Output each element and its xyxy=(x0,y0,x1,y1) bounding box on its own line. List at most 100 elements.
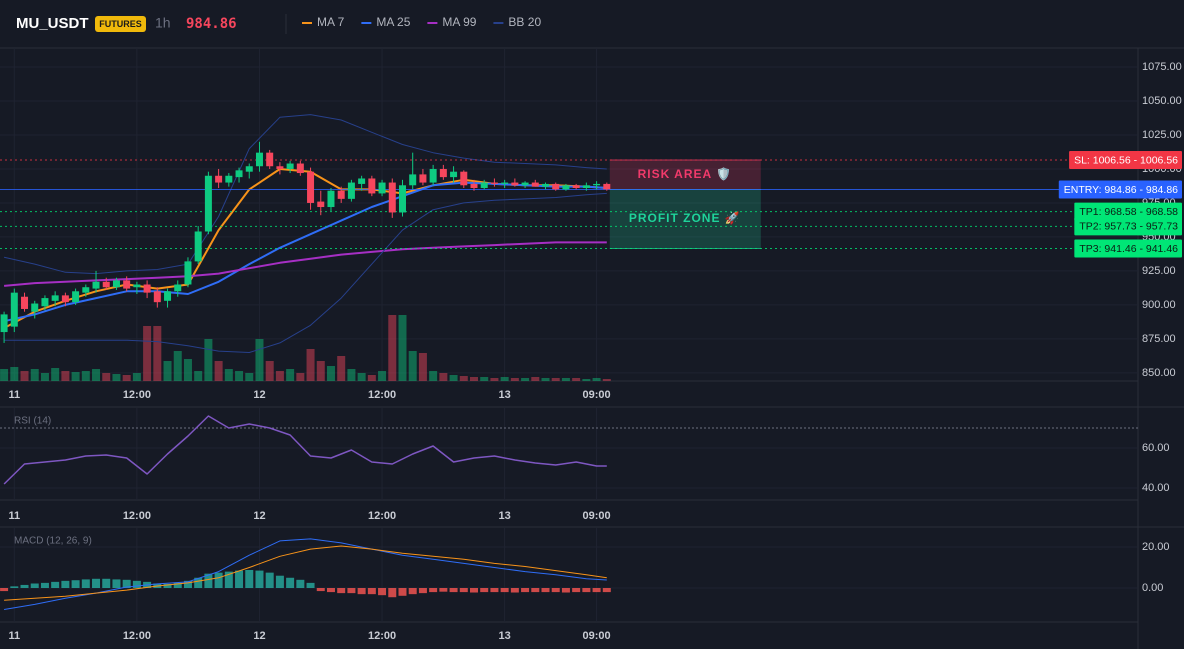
zone xyxy=(609,189,761,249)
x-tick-label: 12:00 xyxy=(123,630,151,642)
candle-body xyxy=(245,166,253,172)
volume-bar xyxy=(10,367,19,381)
x-tick-label: 12:00 xyxy=(368,510,396,522)
histogram-bar xyxy=(521,588,530,593)
histogram-bar xyxy=(429,588,438,593)
candle-body xyxy=(174,284,182,292)
y-tick-label: 925.00 xyxy=(1142,265,1176,277)
candle-body xyxy=(398,185,406,213)
candle-body xyxy=(552,183,560,190)
legend-label: MA 25 xyxy=(376,15,410,29)
histogram-bar xyxy=(388,588,397,598)
candle-body xyxy=(470,183,478,188)
legend-label: MA 7 xyxy=(317,15,345,29)
candle-body xyxy=(164,291,172,301)
candle-body xyxy=(501,182,509,184)
histogram-bar xyxy=(183,580,192,589)
histogram-bar xyxy=(112,579,121,589)
x-tick-label: 11 xyxy=(8,630,20,642)
volume-bar xyxy=(163,361,172,381)
histogram-bar xyxy=(459,588,468,593)
zone-label: PROFIT ZONE 🚀 xyxy=(629,211,741,225)
x-tick-label: 13 xyxy=(499,630,511,642)
histogram-bar xyxy=(439,588,448,592)
interval: 1h xyxy=(155,15,171,31)
histogram-bar xyxy=(592,588,601,593)
x-tick-label: 12 xyxy=(253,389,265,401)
histogram-bar xyxy=(255,570,264,589)
volume-bar xyxy=(296,373,305,381)
candle-body xyxy=(296,163,304,174)
candle-body xyxy=(194,231,202,262)
price: 984.86 xyxy=(186,16,237,32)
volume-bar xyxy=(521,378,530,381)
candle-body xyxy=(0,314,8,333)
histogram-bar xyxy=(561,588,570,593)
histogram-bar xyxy=(61,580,70,589)
volume-bar xyxy=(418,353,427,381)
y-tick-label: 900.00 xyxy=(1142,299,1176,311)
histogram-bar xyxy=(204,573,213,589)
volume-bar xyxy=(398,315,407,381)
volume-bar xyxy=(602,379,611,381)
volume-bar xyxy=(245,373,254,381)
histogram-bar xyxy=(582,588,591,593)
candle-body xyxy=(286,163,294,169)
level-label-bg xyxy=(1074,217,1182,236)
candle-body xyxy=(276,166,284,169)
volume-bar xyxy=(194,371,203,381)
volume-bar xyxy=(388,315,397,381)
volume-bar xyxy=(255,339,264,381)
histogram-bar xyxy=(378,588,387,596)
candle-body xyxy=(255,152,263,167)
histogram-bar xyxy=(398,588,407,596)
histogram-bar xyxy=(71,580,80,589)
badge: FUTURES xyxy=(99,19,142,29)
bb-upper xyxy=(3,114,607,275)
pane-title: MACD (12, 26, 9) xyxy=(14,536,92,547)
volume-bar xyxy=(480,377,489,381)
level-label: SL: 1006.56 - 1006.56 xyxy=(1074,154,1178,166)
x-tick-label: 09:00 xyxy=(583,510,611,522)
candle-body xyxy=(572,185,580,188)
candle-body xyxy=(82,287,90,293)
histogram-bar xyxy=(286,577,295,589)
signal-line xyxy=(4,545,607,601)
histogram-bar xyxy=(163,583,172,589)
volume-bar xyxy=(490,378,499,381)
level-label-bg xyxy=(1069,151,1182,170)
candle-body xyxy=(337,190,345,199)
x-tick-label: 11 xyxy=(8,389,20,401)
volume-bar xyxy=(551,378,560,381)
histogram-bar xyxy=(490,588,499,593)
histogram-bar xyxy=(132,580,141,589)
candle-body xyxy=(450,171,458,178)
candle-body xyxy=(235,170,243,178)
candle-body xyxy=(531,182,539,187)
candle-body xyxy=(184,261,192,285)
symbol: MU_USDT xyxy=(16,15,89,32)
volume-bar xyxy=(183,359,192,381)
x-tick-label: 12:00 xyxy=(368,630,396,642)
candle-body xyxy=(112,280,120,288)
histogram-bar xyxy=(40,582,49,589)
legend-label: MA 99 xyxy=(442,15,476,29)
candle-body xyxy=(388,182,396,213)
histogram-bar xyxy=(194,577,203,589)
volume-bar xyxy=(132,373,141,381)
candle-body xyxy=(51,295,59,301)
candle-body xyxy=(31,303,39,312)
histogram-bar xyxy=(30,583,39,589)
volume-bar xyxy=(265,361,274,381)
histogram-bar xyxy=(265,572,274,589)
volume-bar xyxy=(143,326,152,381)
volume-bar xyxy=(459,376,468,381)
level-label: TP3: 941.46 - 941.46 xyxy=(1079,243,1178,255)
histogram-bar xyxy=(326,588,335,593)
histogram-bar xyxy=(357,588,366,595)
candle-body xyxy=(143,284,151,293)
histogram-bar xyxy=(337,588,346,594)
volume-bar xyxy=(61,371,70,381)
candle-body xyxy=(153,291,161,303)
